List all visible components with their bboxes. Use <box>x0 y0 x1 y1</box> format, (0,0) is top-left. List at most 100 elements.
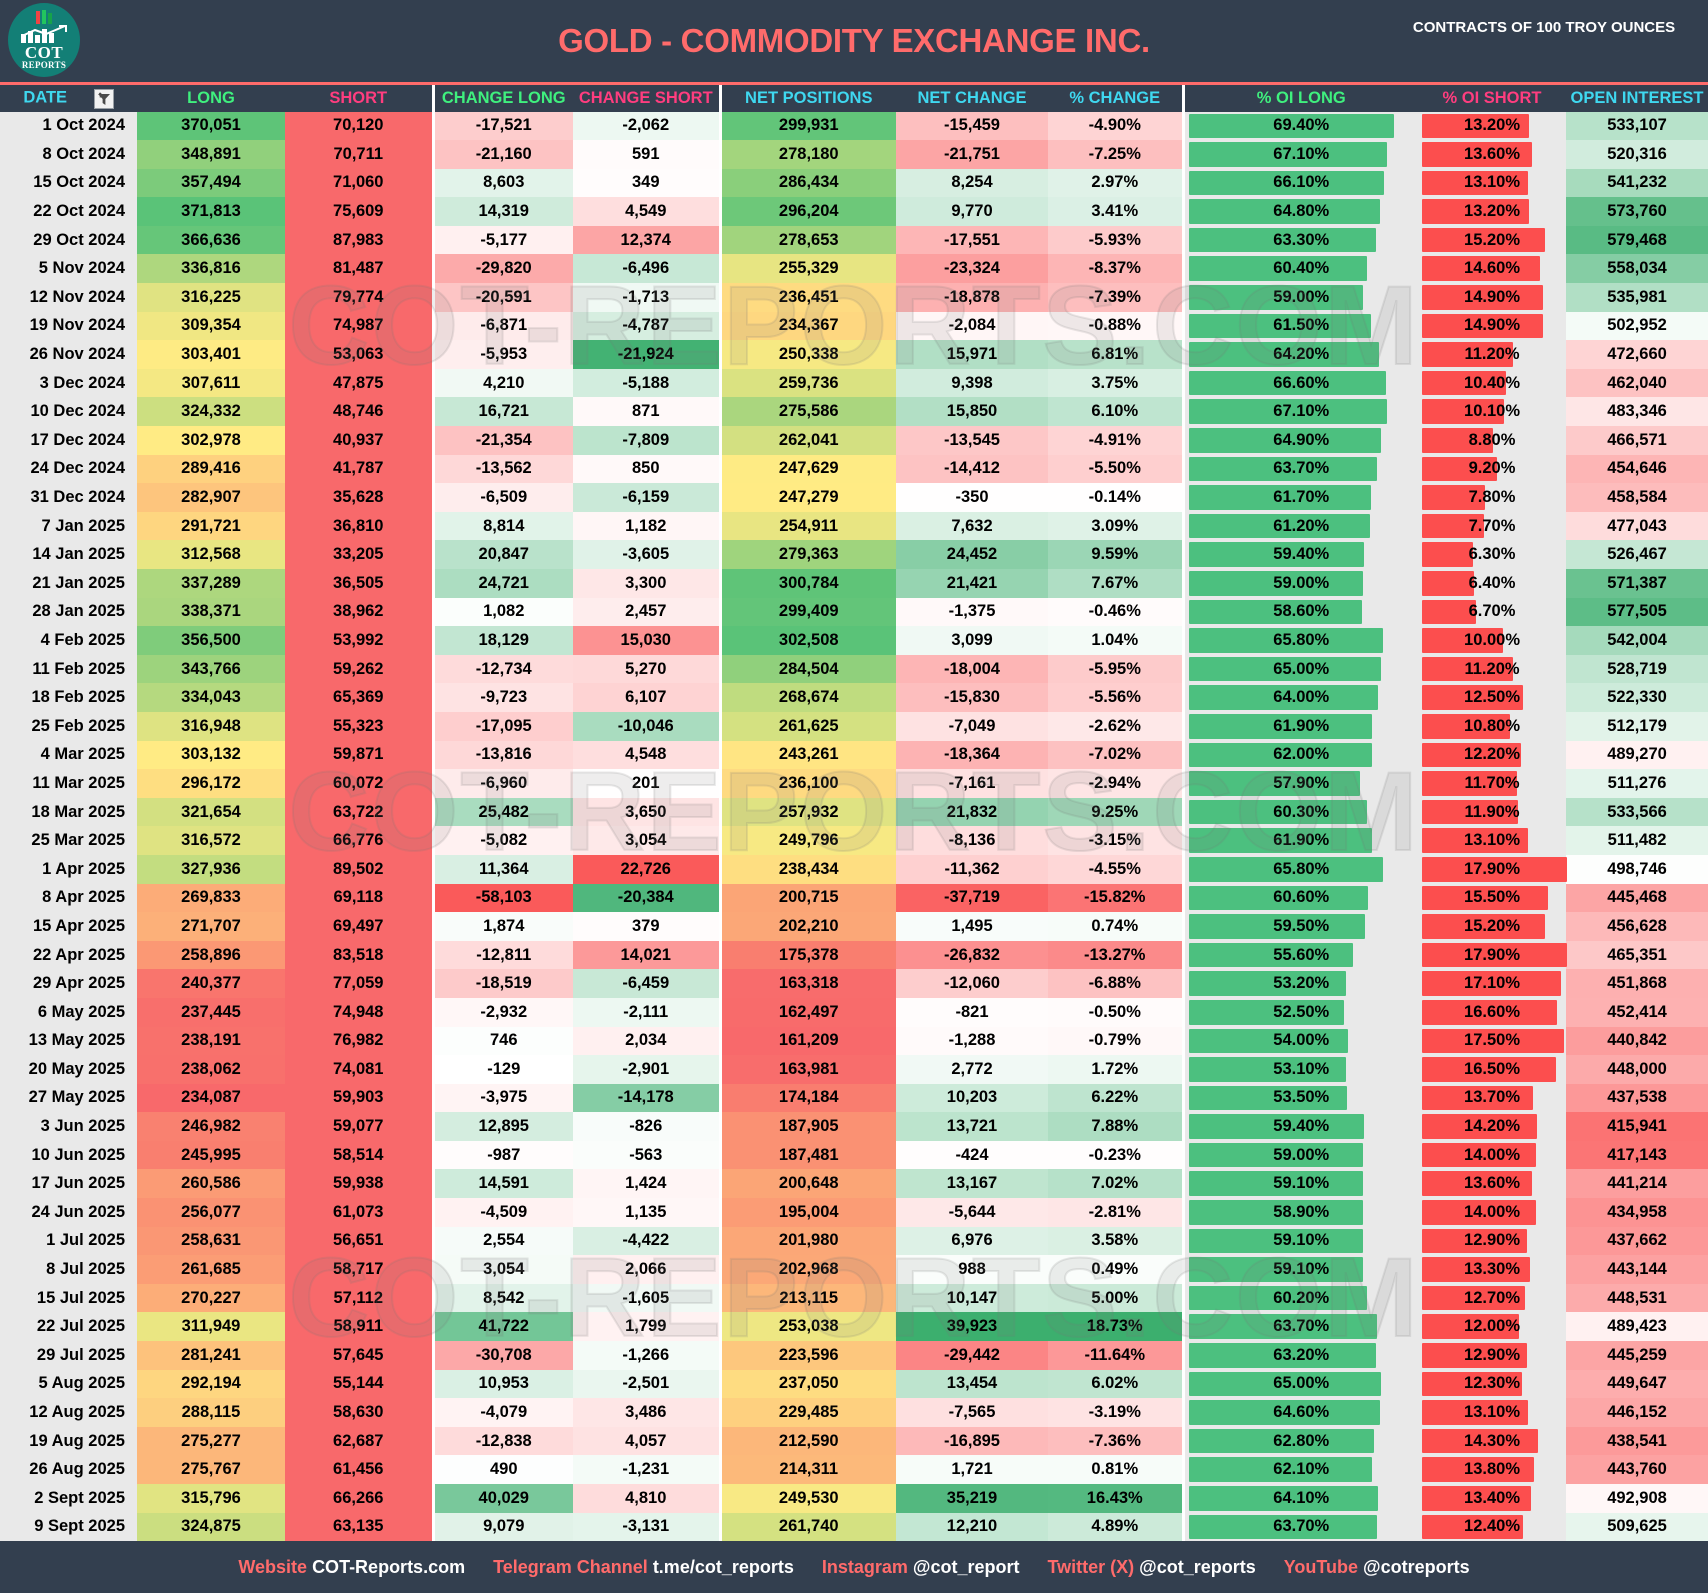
cell-pct-oi-long: 59.10% <box>1181 1255 1419 1284</box>
cell-pct-oi-short: 17.50% <box>1418 1026 1567 1056</box>
column-header-long[interactable]: LONG <box>137 82 285 112</box>
cell-open-interest: 445,259 <box>1566 1341 1708 1370</box>
footer-link[interactable]: Twitter (X) @cot_reports <box>1047 1557 1255 1578</box>
data-bar <box>1422 656 1513 682</box>
cell-net-positions: 275,586 <box>718 397 896 427</box>
column-header-net-change[interactable]: NET CHANGE <box>896 82 1048 112</box>
cell-net-positions: 257,932 <box>718 797 896 827</box>
table-row: 10 Jun 2025 245,995 58,514 -987 -563 187,481-… <box>0 1140 1708 1170</box>
cell-date: 10 Dec 2024 <box>0 397 137 427</box>
cell-net-positions: 261,625 <box>718 711 896 741</box>
cell-net-positions: 299,409 <box>718 597 896 627</box>
cell-net-positions: 200,715 <box>718 883 896 913</box>
cell-open-interest: 541,232 <box>1566 168 1708 198</box>
table-row: 27 May 2025 234,087 59,903 -3,975 -14,178 174… <box>0 1083 1708 1113</box>
cell-pct-oi-long: 59.10% <box>1181 1226 1419 1256</box>
table-row: 8 Jul 2025 261,685 58,717 3,054 2,066 202,968… <box>0 1255 1708 1284</box>
data-bar <box>1188 1457 1373 1482</box>
cell-long: 312,568 <box>137 540 285 569</box>
data-bar <box>1188 1228 1364 1254</box>
table-row: 17 Dec 2024 302,978 40,937 -21,354 -7,809 262… <box>0 426 1708 455</box>
cell-pct-change: -7.25% <box>1048 140 1183 169</box>
column-header-pct-oi-short[interactable]: % OI SHORT <box>1418 82 1567 112</box>
footer-link[interactable]: Instagram @cot_report <box>822 1557 1020 1578</box>
filter-icon[interactable] <box>93 89 114 110</box>
cell-pct-oi-short: 12.50% <box>1418 683 1567 712</box>
data-bar <box>1188 227 1376 253</box>
cell-pct-oi-short: 14.30% <box>1418 1426 1567 1456</box>
table-row: 8 Apr 2025 269,833 69,118 -58,103 -20,384 200… <box>0 883 1708 913</box>
column-header-change-long[interactable]: CHANGE LONG <box>431 82 573 112</box>
footer-link[interactable]: YouTube @cotreports <box>1284 1557 1470 1578</box>
footer-link[interactable]: Website COT-Reports.com <box>238 1557 465 1578</box>
data-bar <box>1188 914 1365 939</box>
cell-net-change: 21,421 <box>896 569 1048 598</box>
table-row: 22 Apr 2025 258,896 83,518 -12,811 14,021 175… <box>0 940 1708 970</box>
data-bar <box>1422 742 1521 768</box>
cell-pct-oi-short: 16.50% <box>1418 1055 1567 1084</box>
cell-pct-oi-long: 64.20% <box>1181 340 1419 369</box>
cell-short: 69,118 <box>285 883 433 913</box>
cell-change-long: 12,895 <box>431 1112 573 1141</box>
table-row: 18 Mar 2025 321,654 63,722 25,482 3,650 257,9… <box>0 797 1708 827</box>
cell-net-positions: 299,931 <box>718 111 896 141</box>
cell-change-short: 4,548 <box>573 740 720 770</box>
data-bar <box>1422 942 1568 968</box>
data-bar <box>1188 856 1384 882</box>
data-bar <box>1188 399 1388 425</box>
table-row: 31 Dec 2024 282,907 35,628 -6,509 -6,159 247,… <box>0 483 1708 512</box>
column-header-pct-oi-long[interactable]: % OI LONG <box>1181 82 1419 112</box>
cell-pct-oi-long: 63.70% <box>1181 454 1419 484</box>
cell-pct-oi-long: 52.50% <box>1181 997 1419 1027</box>
cell-change-short: 15,030 <box>573 626 720 655</box>
cell-date: 18 Mar 2025 <box>0 797 137 827</box>
table-body: 1 Oct 2024 370,051 70,120 -17,521 -2,062 299,… <box>0 111 1708 1542</box>
cell-open-interest: 434,958 <box>1566 1198 1708 1227</box>
column-header-pct-change[interactable]: % CHANGE <box>1048 82 1183 112</box>
cell-pct-oi-long: 59.40% <box>1181 1112 1419 1141</box>
cell-short: 69,497 <box>285 912 433 941</box>
cell-net-change: 988 <box>896 1255 1048 1284</box>
cell-change-short: 591 <box>573 140 720 169</box>
cell-change-long: -2,932 <box>431 997 573 1027</box>
column-header-short[interactable]: SHORT <box>285 82 433 112</box>
data-bar <box>1422 828 1529 853</box>
cell-net-change: 21,832 <box>896 797 1048 827</box>
table-row: 5 Nov 2024 336,816 81,487 -29,820 -6,496 255,… <box>0 254 1708 284</box>
page-header: COT REPORTS GOLD - COMMODITY EXCHANGE IN… <box>0 0 1708 82</box>
cell-open-interest: 441,214 <box>1566 1169 1708 1199</box>
cell-change-short: 1,424 <box>573 1169 720 1199</box>
column-header-change-short[interactable]: CHANGE SHORT <box>573 82 720 112</box>
column-header-date[interactable]: DATE <box>0 82 137 112</box>
cell-long: 316,948 <box>137 711 285 741</box>
data-bar <box>1422 799 1519 825</box>
cell-net-change: 24,452 <box>896 540 1048 569</box>
data-bar <box>1188 170 1385 196</box>
cell-net-positions: 296,204 <box>718 197 896 226</box>
table-row: 1 Jul 2025 258,631 56,651 2,554 -4,422 201,98… <box>0 1226 1708 1256</box>
cell-open-interest: 498,746 <box>1566 854 1708 884</box>
cell-net-change: -18,364 <box>896 740 1048 770</box>
page-footer: Website COT-Reports.com Telegram Channel … <box>0 1541 1708 1593</box>
column-header-net-positions[interactable]: NET POSITIONS <box>718 82 896 112</box>
footer-link[interactable]: Telegram Channel t.me/cot_reports <box>493 1557 794 1578</box>
cell-pct-oi-long: 60.20% <box>1181 1283 1419 1313</box>
cell-change-long: 9,079 <box>431 1512 573 1542</box>
cell-pct-oi-short: 10.00% <box>1418 626 1567 655</box>
data-bar <box>1422 256 1541 282</box>
cell-open-interest: 483,346 <box>1566 397 1708 427</box>
cell-pct-change: -0.46% <box>1048 597 1183 627</box>
cell-net-change: 1,721 <box>896 1455 1048 1484</box>
cell-open-interest: 571,387 <box>1566 569 1708 598</box>
cell-pct-oi-long: 61.20% <box>1181 511 1419 541</box>
column-header-open-interest[interactable]: OPEN INTEREST <box>1566 82 1708 112</box>
cell-net-positions: 201,980 <box>718 1226 896 1256</box>
table-row: 24 Dec 2024 289,416 41,787 -13,562 850 247,62… <box>0 454 1708 484</box>
cell-pct-change: -0.79% <box>1048 1026 1183 1056</box>
cell-short: 74,948 <box>285 997 433 1027</box>
cell-net-positions: 255,329 <box>718 254 896 284</box>
cell-short: 33,205 <box>285 540 433 569</box>
cell-open-interest: 415,941 <box>1566 1112 1708 1141</box>
table-row: 1 Apr 2025 327,936 89,502 11,364 22,726 238,4… <box>0 854 1708 884</box>
data-bar <box>1188 456 1378 482</box>
